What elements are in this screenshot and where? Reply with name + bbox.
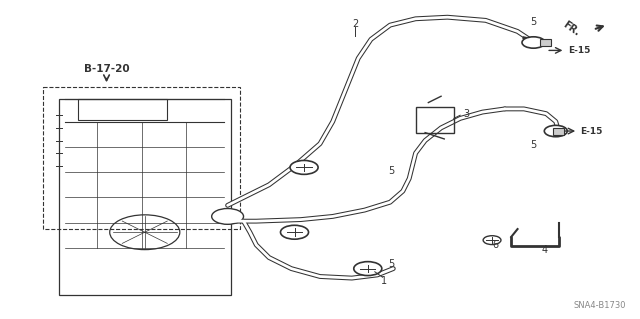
Text: 6: 6: [492, 240, 499, 250]
Bar: [59, 100, 231, 295]
Text: B-17-20: B-17-20: [84, 64, 129, 74]
Circle shape: [212, 209, 244, 224]
Text: FR.: FR.: [561, 19, 581, 38]
Bar: [552, 128, 564, 135]
Text: E-15: E-15: [580, 127, 603, 136]
Circle shape: [483, 236, 501, 245]
Text: 5: 5: [388, 166, 394, 175]
Circle shape: [354, 262, 382, 276]
Circle shape: [522, 37, 545, 48]
Text: 5: 5: [531, 140, 536, 150]
Text: 5: 5: [388, 259, 394, 269]
Circle shape: [280, 225, 308, 239]
Text: 4: 4: [541, 245, 547, 255]
Text: 2: 2: [352, 19, 358, 28]
Bar: [415, 107, 454, 133]
Text: 5: 5: [531, 17, 536, 27]
Bar: [43, 87, 241, 229]
Bar: [540, 39, 551, 46]
Bar: [78, 100, 167, 120]
Text: 3: 3: [463, 109, 470, 119]
Text: E-15: E-15: [568, 46, 590, 55]
Circle shape: [290, 160, 318, 174]
Circle shape: [544, 125, 567, 137]
Text: SNA4-B1730: SNA4-B1730: [573, 301, 626, 310]
Text: 1: 1: [381, 276, 387, 286]
